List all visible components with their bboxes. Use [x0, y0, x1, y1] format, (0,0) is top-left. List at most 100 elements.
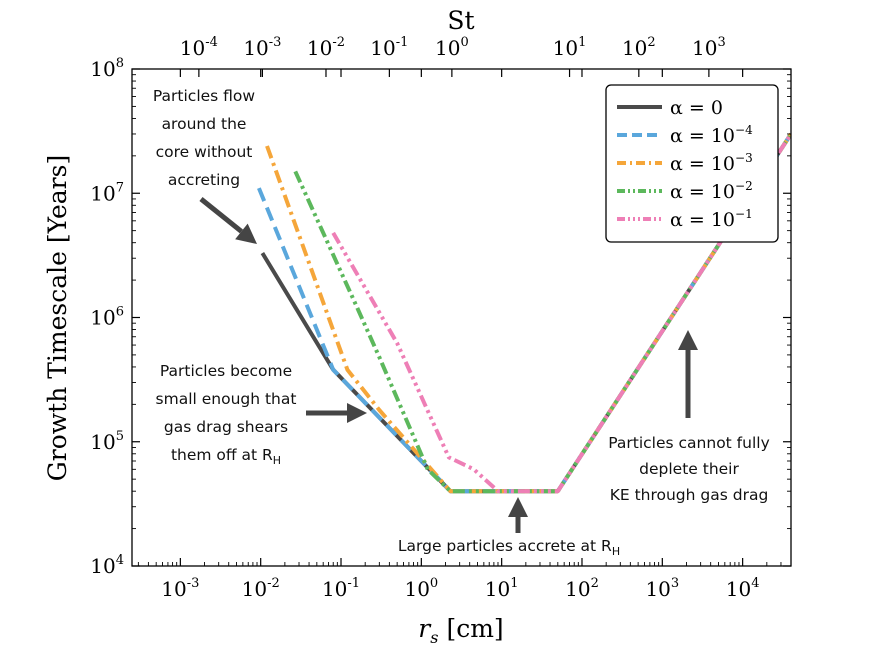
- arrow-shear-head: [347, 403, 367, 423]
- annotation-line: KE through gas drag: [610, 486, 769, 504]
- annotation-sub: H: [612, 545, 620, 558]
- arrow-accrete-head: [508, 497, 528, 517]
- annotation-text: deplete their: [639, 460, 739, 478]
- legend-label-4-base: α = 10: [670, 209, 735, 231]
- left-tick-label-exp: 5: [116, 429, 124, 444]
- annotation-text: KE through gas drag: [610, 486, 769, 504]
- bottom-tick-label-exp: 4: [751, 576, 759, 591]
- left-tick-label-base: 10: [90, 554, 115, 578]
- bottom-tick-label: 103: [645, 576, 679, 601]
- top-tick-label-base: 10: [692, 36, 717, 60]
- x-axis-title-sub: s: [430, 628, 438, 647]
- annotation-line: small enough that: [156, 390, 297, 408]
- annotation-line: gas drag shears: [164, 418, 288, 436]
- top-axis-title: St: [447, 6, 474, 35]
- top-tick-label-exp: -2: [332, 35, 345, 50]
- bottom-tick-label-base: 10: [565, 577, 590, 601]
- bottom-tick-label-exp: -3: [187, 576, 200, 591]
- left-tick-label-exp: 6: [116, 305, 124, 320]
- bottom-tick-label-exp: 1: [510, 576, 518, 591]
- left-tick-label-exp: 7: [116, 180, 124, 195]
- legend-label-3-base: α = 10: [670, 181, 735, 203]
- annotation-text: gas drag shears: [164, 418, 288, 436]
- top-tick-label-exp: 3: [717, 35, 725, 50]
- annotation-line: them off at R: [171, 446, 273, 464]
- x-axis-title-var: r: [418, 614, 432, 643]
- top-tick-label-exp: -3: [269, 35, 282, 50]
- top-tick-label-exp: 0: [460, 35, 468, 50]
- annotation-text: accreting: [168, 171, 240, 189]
- annotation-layer: Particles flow around the core without accr…: [153, 87, 770, 558]
- bottom-tick-label-base: 10: [645, 577, 670, 601]
- bottom-tick-label-exp: 2: [591, 576, 599, 591]
- left-tick-label-base: 10: [90, 430, 115, 454]
- legend-label-4: α = 10−1: [670, 207, 753, 231]
- annotation-text: Particles cannot fully: [608, 434, 770, 452]
- top-tick-label-exp: -1: [396, 35, 409, 50]
- legend-label-1: α = 10−4: [670, 123, 753, 147]
- y-axis-title: Growth Timescale [Years]: [43, 155, 72, 481]
- bottom-tick-label: 10-1: [322, 576, 360, 601]
- top-tick-label-base: 10: [180, 36, 205, 60]
- arrow-ke-head: [678, 330, 698, 350]
- top-tick-label: 102: [622, 35, 656, 60]
- legend-label-0-base: α = 0: [670, 97, 723, 119]
- legend-box: [605, 84, 779, 243]
- legend-label-3-exp: −2: [735, 179, 753, 193]
- annotation-line: around the: [162, 115, 247, 133]
- annotation-text: Large particles accrete at RH: [398, 537, 620, 558]
- annotation-line: deplete their: [639, 460, 739, 478]
- bottom-tick-label-base: 10: [242, 577, 267, 601]
- bottom-tick-label-exp: -1: [347, 576, 360, 591]
- series-layer: [257, 132, 791, 494]
- series-line-3: [293, 132, 791, 494]
- label-layer: 10-3 10-2 10-1 100 101 102 103 1041041051061071…: [43, 6, 760, 647]
- top-tick-label: 101: [553, 35, 587, 60]
- series-line-4: [331, 132, 791, 494]
- left-tick-label-exp: 4: [116, 553, 124, 568]
- top-tick-label-base: 10: [307, 36, 332, 60]
- top-tick-label: 100: [435, 35, 469, 60]
- top-tick-label-exp: 1: [578, 35, 586, 50]
- top-tick-label: 103: [692, 35, 726, 60]
- legend-label-1-exp: −4: [735, 123, 753, 137]
- top-tick-label: 10-2: [307, 35, 345, 60]
- annotation-text: Particles become: [160, 362, 292, 380]
- top-tick-label-base: 10: [553, 36, 578, 60]
- bottom-tick-label: 10-3: [161, 576, 199, 601]
- bottom-tick-label-exp: -2: [267, 576, 280, 591]
- top-tick-label: 10-3: [243, 35, 281, 60]
- left-tick-label: 104: [90, 553, 124, 578]
- top-tick-label-base: 10: [435, 36, 460, 60]
- left-tick-label: 105: [90, 429, 124, 454]
- legend-label-2: α = 10−3: [670, 151, 753, 175]
- bottom-tick-label-base: 10: [726, 577, 751, 601]
- legend-label-3: α = 10−2: [670, 179, 753, 203]
- legend: α = 0α = 10−4α = 10−3α = 10−2α = 10−1: [605, 84, 779, 243]
- annotation-line: core without: [156, 143, 253, 161]
- bottom-tick-label: 101: [485, 576, 519, 601]
- top-tick-label: 10-1: [370, 35, 408, 60]
- annotation-sub: H: [273, 454, 281, 467]
- annotation-line: Particles cannot fully: [608, 434, 770, 452]
- top-tick-label-exp: 2: [647, 35, 655, 50]
- left-tick-label-base: 10: [90, 306, 115, 330]
- bottom-tick-label: 102: [565, 576, 599, 601]
- arrow-flow-shaft: [199, 197, 243, 234]
- left-tick-label-base: 10: [90, 57, 115, 81]
- annotation-line: Particles flow: [153, 87, 256, 105]
- annotation-text: around the: [162, 115, 247, 133]
- x-axis-title-unit: [cm]: [446, 614, 503, 643]
- bottom-tick-label-base: 10: [161, 577, 186, 601]
- left-tick-label: 106: [90, 305, 124, 330]
- top-tick-label-exp: -4: [205, 35, 218, 50]
- tick-layer: [132, 68, 792, 567]
- bottom-tick-label-base: 10: [404, 577, 429, 601]
- legend-label-2-exp: −3: [735, 151, 753, 165]
- legend-label-0: α = 0: [670, 97, 723, 119]
- annotation-text: core without: [156, 143, 253, 161]
- arrow-flow-head: [235, 223, 257, 244]
- left-tick-label-base: 10: [90, 181, 115, 205]
- legend-label-4-exp: −1: [735, 207, 753, 221]
